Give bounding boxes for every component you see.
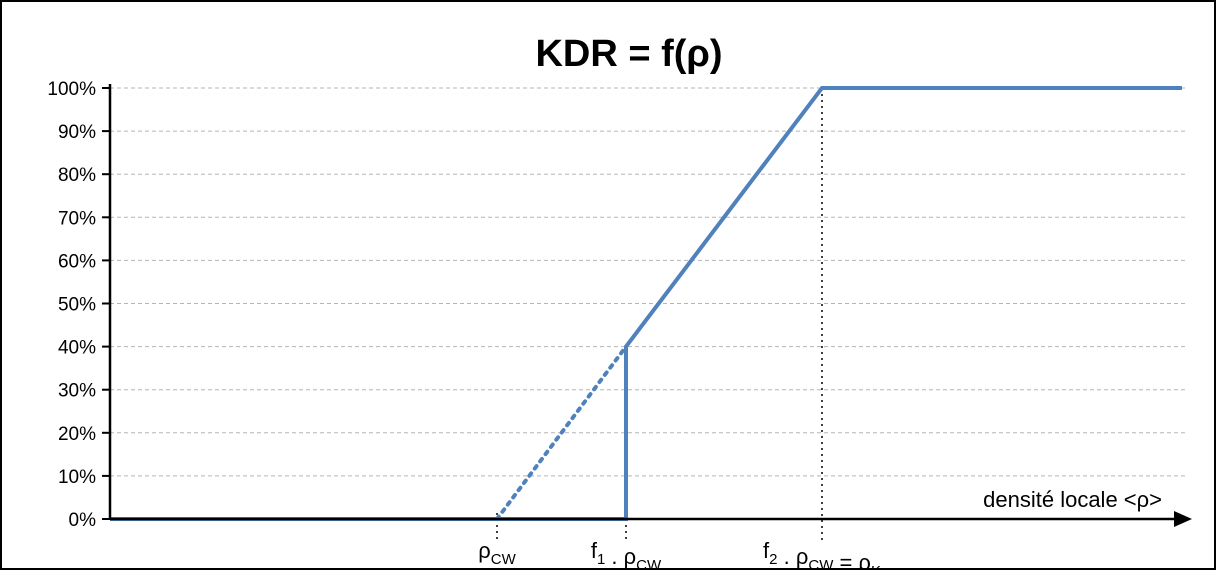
- y-tick-label: 20%: [58, 424, 96, 445]
- series-line-extrapolation: [495, 344, 628, 521]
- y-tick-label: 30%: [58, 381, 96, 402]
- y-tick-label: 80%: [58, 165, 96, 186]
- chart-title: KDR = f(ρ): [535, 33, 722, 75]
- x-axis-label: densité locale <ρ>: [983, 487, 1162, 512]
- x-axis-arrow: [1174, 511, 1192, 527]
- x-marker-label: f1 . ρCW: [591, 538, 662, 568]
- y-tick-label: 70%: [58, 208, 96, 229]
- y-tick-label: 100%: [47, 79, 96, 100]
- x-marker-label: f2 . ρCW = ρK: [763, 538, 881, 568]
- x-marker-label: ρCW: [478, 538, 516, 568]
- y-tick-label: 0%: [69, 510, 97, 531]
- y-tick-label: 40%: [58, 338, 96, 359]
- y-tick-label: 10%: [58, 467, 96, 488]
- y-tick-label: 50%: [58, 295, 96, 316]
- y-tick-label: 60%: [58, 251, 96, 272]
- y-tick-label: 90%: [58, 122, 96, 143]
